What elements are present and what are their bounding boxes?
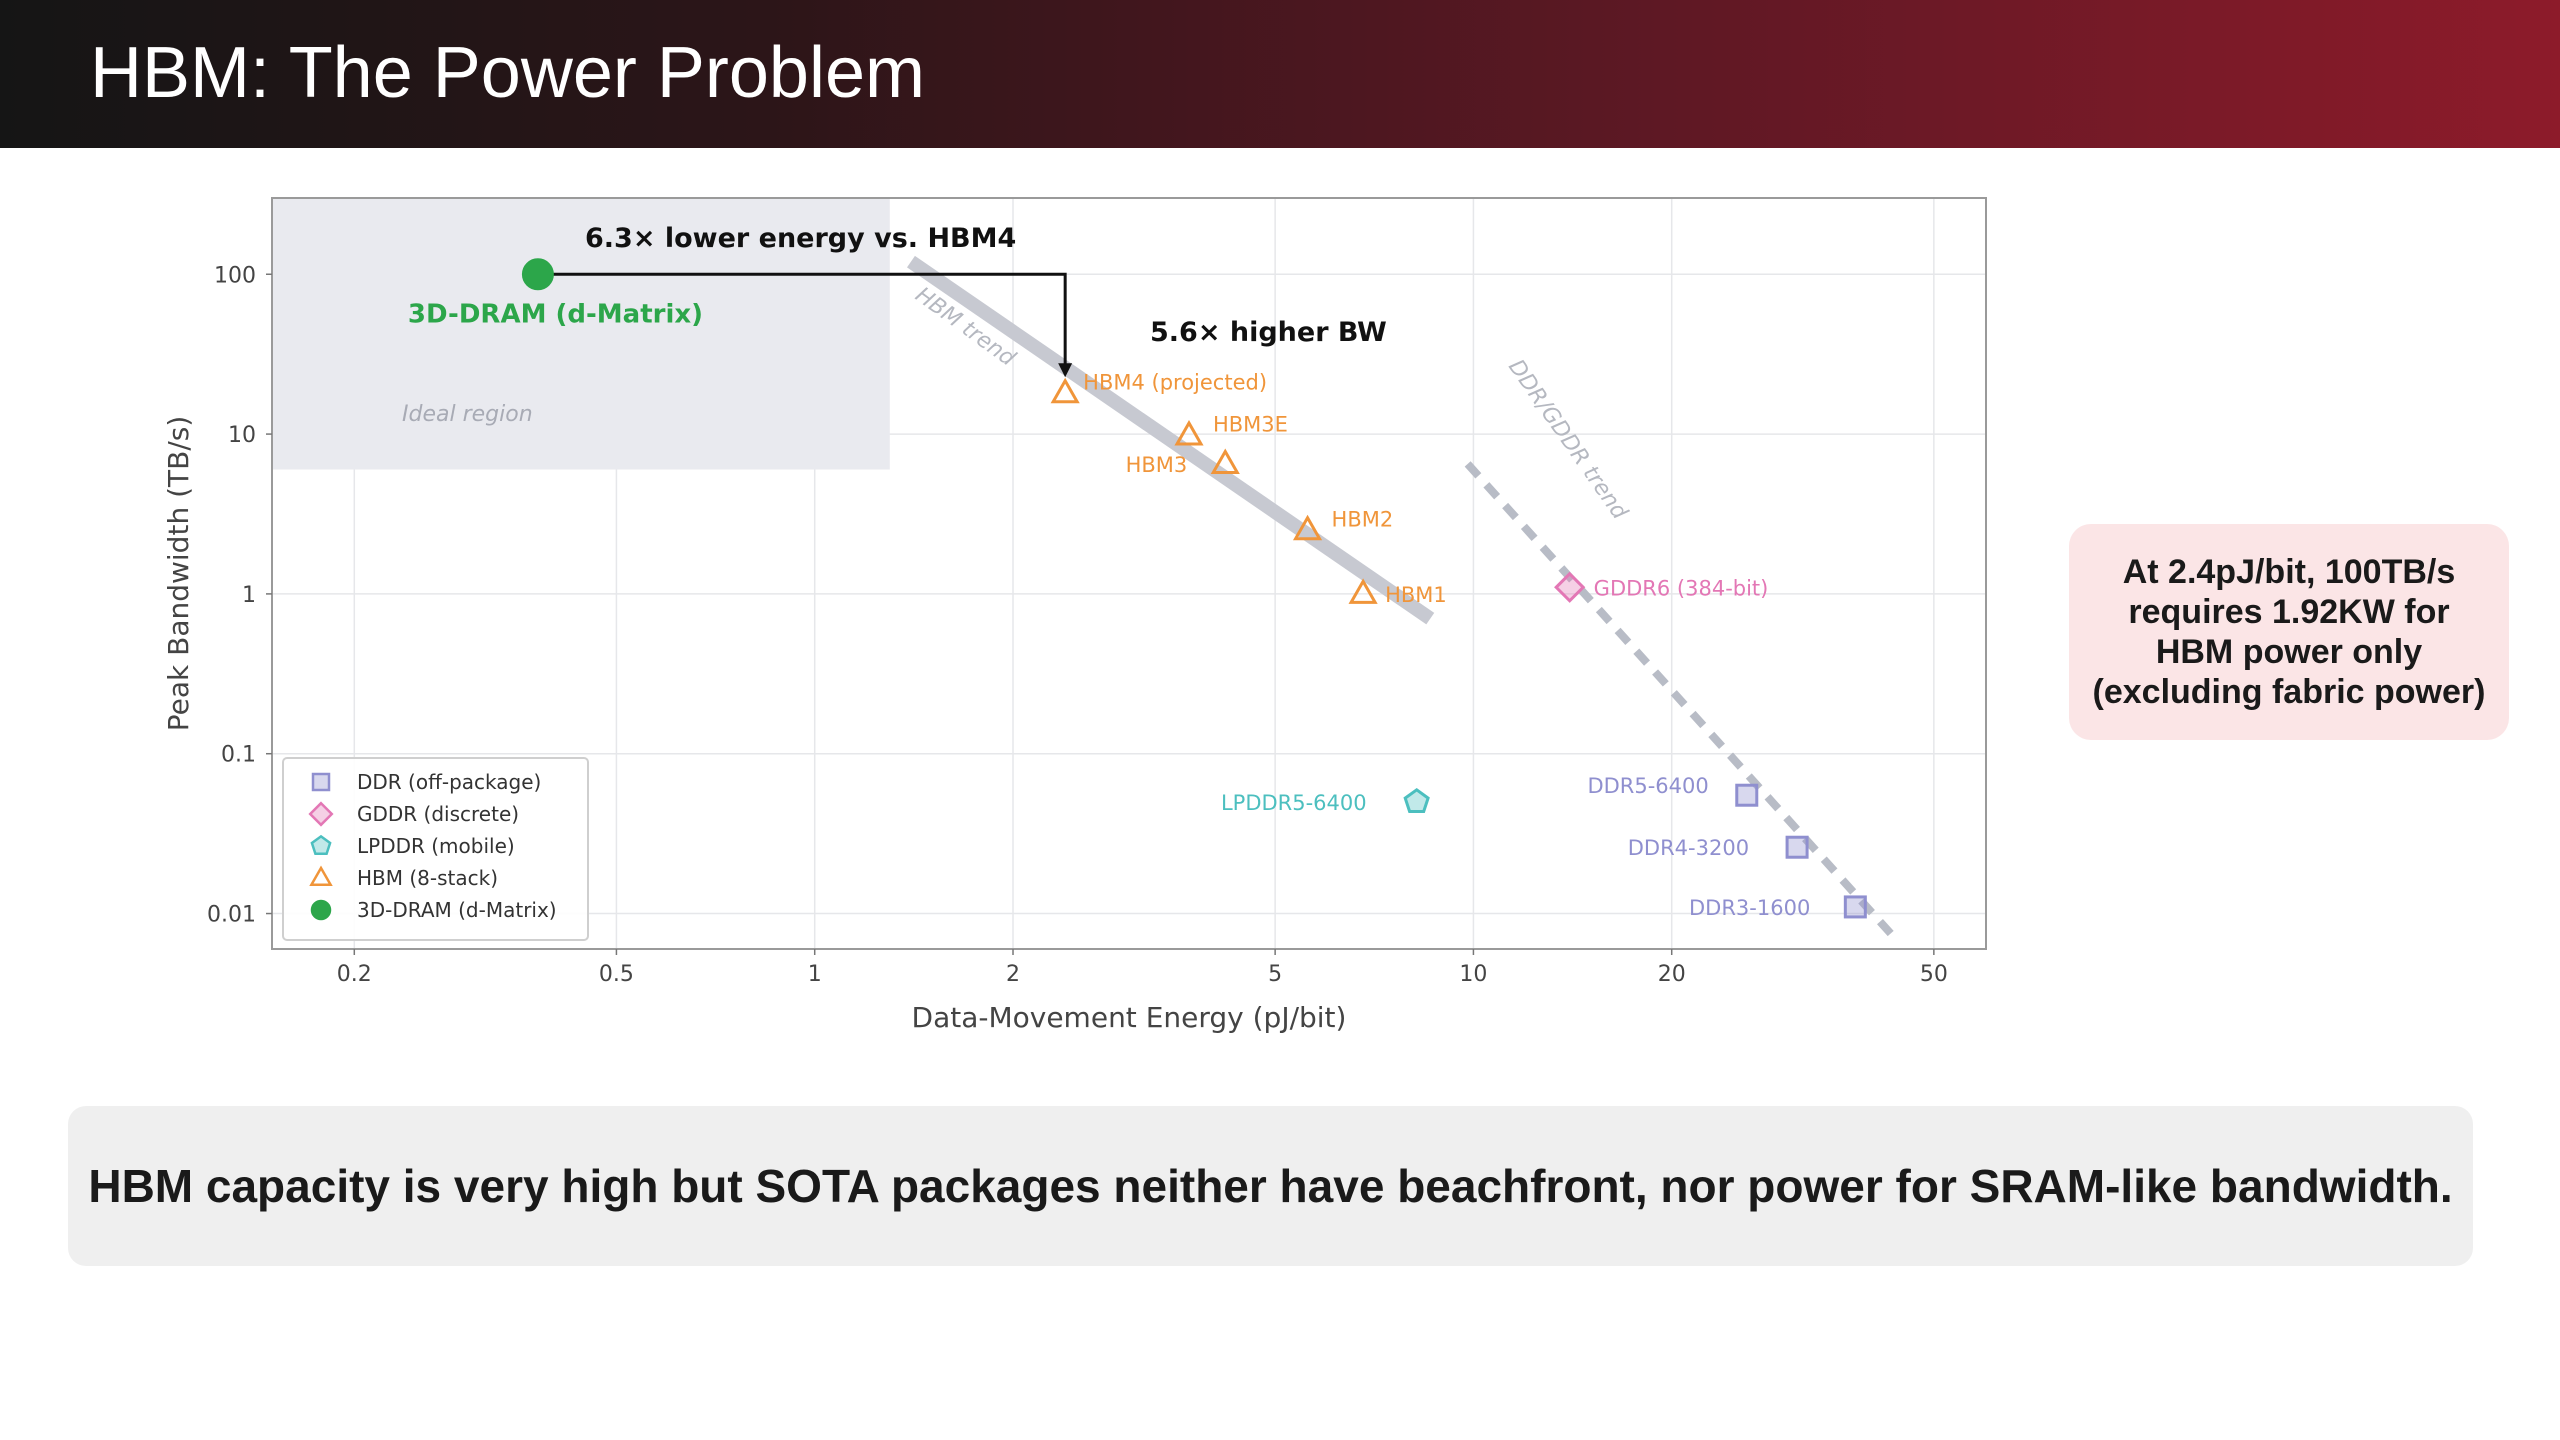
- y-tick-label: 0.01: [207, 903, 256, 928]
- y-axis-label: Peak Bandwidth (TB/s): [162, 416, 195, 732]
- legend-label: 3D-DRAM (d-Matrix): [357, 898, 557, 922]
- x-tick-label: 0.2: [337, 962, 372, 987]
- point-label: HBM2: [1332, 507, 1394, 531]
- data-points: DDR5-6400 DDR4-3200 DDR3-1600 GDDR6 (384-bi…: [408, 258, 1867, 920]
- title-bar: HBM: The Power Problem: [0, 0, 2560, 148]
- diamond-marker: [308, 801, 334, 827]
- point-label: LPDDR5-6400: [1221, 791, 1367, 815]
- footer-box: HBM capacity is very high but SOTA packa…: [68, 1106, 2473, 1266]
- series-3d-dram-d-matrix: 3D-DRAM (d-Matrix): [408, 258, 703, 329]
- legend-label: HBM (8-stack): [357, 866, 498, 890]
- page-title: HBM: The Power Problem: [90, 33, 925, 113]
- footer-text: HBM capacity is very high but SOTA packa…: [88, 1160, 2453, 1212]
- annotation-connector: [537, 272, 1067, 374]
- legend-label: LPDDR (mobile): [357, 834, 515, 858]
- x-tick-label: 20: [1658, 962, 1686, 987]
- plot-frame: [271, 197, 1987, 950]
- triangle-marker: [1174, 419, 1204, 446]
- y-axis-ticks: 0.01 0.1 1 10 100: [207, 263, 272, 928]
- point-label: HBM4 (projected): [1083, 370, 1267, 394]
- y-tick-label: 1: [242, 583, 256, 608]
- point-label: DDR4-3200: [1628, 836, 1749, 860]
- point-label: GDDR6 (384-bit): [1594, 576, 1769, 600]
- square-marker: [311, 772, 331, 792]
- annotation-energy: 6.3× lower energy vs. HBM4: [585, 223, 1016, 254]
- hbm-trend-line: [907, 255, 1435, 625]
- legend-label: DDR (off-package): [357, 770, 541, 794]
- pentagon-marker: [1403, 787, 1430, 813]
- square-marker: [1735, 783, 1759, 807]
- annotations: 6.3× lower energy vs. HBM4 5.6× higher BW: [537, 223, 1387, 378]
- triangle-marker: [1292, 514, 1323, 541]
- point-label: DDR5-6400: [1587, 774, 1708, 798]
- x-tick-label: 1: [808, 962, 822, 987]
- x-tick-label: 2: [1006, 962, 1020, 987]
- square-marker: [1843, 895, 1867, 919]
- square-marker: [1785, 835, 1809, 859]
- x-tick-label: 50: [1920, 962, 1948, 987]
- x-axis-ticks: 0.2 0.5 1 2 5 10 20 50: [337, 949, 1948, 987]
- triangle-marker: [1348, 578, 1378, 604]
- callout-box: At 2.4pJ/bit, 100TB/s requires 1.92KW fo…: [2069, 524, 2509, 740]
- series-lpddr-mobile: LPDDR5-6400: [1221, 787, 1430, 815]
- point-label: HBM1: [1385, 583, 1447, 607]
- circle-marker: [521, 258, 554, 291]
- series-ddr-off-package: DDR5-6400 DDR4-3200 DDR3-1600: [1587, 774, 1867, 920]
- ddr-gddr-trend-line: [1464, 461, 1894, 937]
- point-label: HBM3E: [1213, 412, 1288, 436]
- legend: DDR (off-package) GDDR (discrete) LPDDR (m…: [282, 757, 589, 941]
- triangle-marker: [1050, 377, 1080, 404]
- legend-box: [282, 757, 589, 941]
- series-hbm-8-stack: HBM1 HBM2 HBM3 HBM3E HBM4 (projected): [1050, 370, 1447, 607]
- circle-marker: [310, 899, 332, 921]
- point-label: 3D-DRAM (d-Matrix): [408, 299, 703, 329]
- point-label: HBM3: [1126, 453, 1188, 477]
- pentagon-marker: [310, 834, 332, 856]
- x-tick-label: 10: [1459, 962, 1487, 987]
- y-tick-label: 10: [228, 423, 256, 448]
- series-gddr-discrete: GDDR6 (384-bit): [1554, 571, 1769, 603]
- triangle-marker: [1210, 448, 1240, 474]
- point-label: DDR3-1600: [1689, 896, 1810, 920]
- ideal-region: [272, 198, 890, 470]
- x-tick-label: 5: [1268, 962, 1282, 987]
- diamond-marker: [1554, 571, 1586, 603]
- annotation-bandwidth: 5.6× higher BW: [1150, 317, 1387, 348]
- triangle-marker: [309, 865, 333, 887]
- callout-text: At 2.4pJ/bit, 100TB/s requires 1.92KW fo…: [2092, 553, 2486, 711]
- y-tick-label: 0.1: [221, 743, 256, 768]
- x-axis-label: Data-Movement Energy (pJ/bit): [912, 1001, 1347, 1034]
- legend-label: GDDR (discrete): [357, 802, 519, 826]
- annotation-arrowhead: [1058, 363, 1073, 378]
- x-tick-label: 0.5: [599, 962, 634, 987]
- y-tick-label: 100: [214, 263, 256, 288]
- ideal-region-label: Ideal region: [402, 402, 533, 427]
